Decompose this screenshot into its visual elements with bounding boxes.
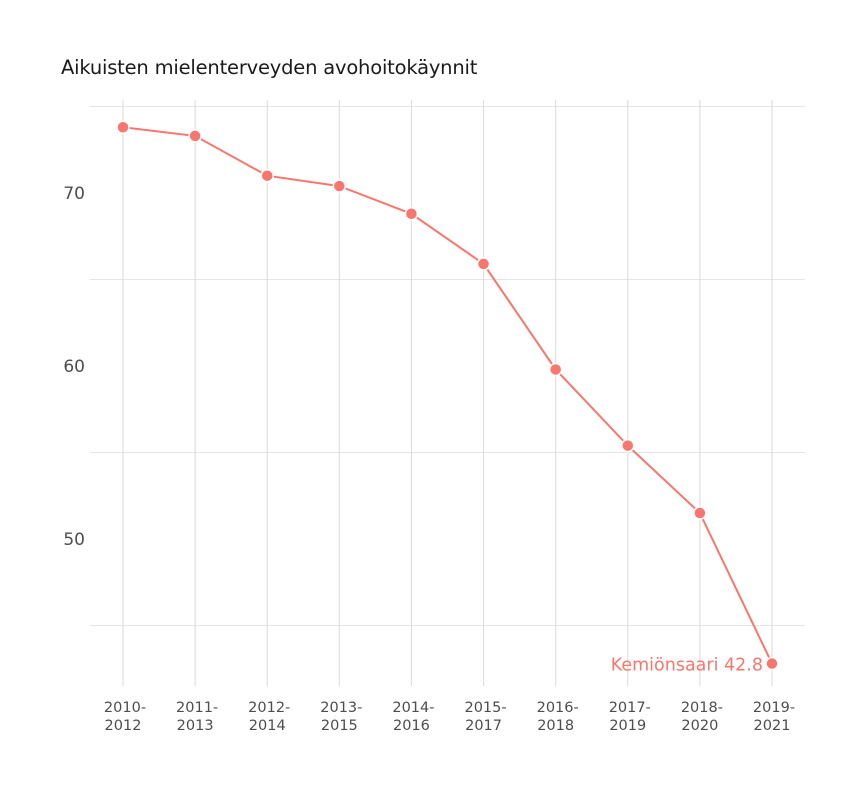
data-point[interactable] [765, 656, 779, 671]
data-point[interactable] [621, 438, 635, 453]
x-tick-label: 2013-2015 [320, 700, 362, 734]
data-point[interactable] [188, 129, 202, 143]
gridlines-minor [90, 106, 805, 626]
end-label: Kemiönsaari 42.8 [611, 656, 763, 676]
data-point[interactable] [476, 257, 491, 271]
series-kemionsaari [116, 120, 779, 671]
y-axis-ticks: 50 60 70 [63, 184, 85, 550]
chart-title: Aikuisten mielenterveyden avohoitokäynni… [61, 56, 478, 79]
y-tick-label: 70 [63, 184, 85, 204]
x-tick-label: 2012-2014 [248, 700, 290, 734]
y-tick-label: 50 [63, 530, 85, 550]
x-tick-label: 2011-2013 [176, 700, 218, 734]
x-tick-label: 2017-2019 [609, 700, 651, 734]
gridlines-major [122, 100, 773, 686]
series-line [122, 126, 773, 664]
x-tick-label: 2016-2018 [537, 700, 579, 734]
x-tick-label: 2018-2020 [681, 700, 723, 734]
x-tick-label: 2015-2017 [464, 700, 506, 734]
data-point[interactable] [116, 120, 130, 135]
data-point[interactable] [404, 207, 419, 221]
x-tick-label: 2010-2012 [104, 700, 146, 734]
data-point[interactable] [260, 168, 274, 183]
x-tick-label: 2019-2021 [753, 700, 795, 734]
data-point[interactable] [693, 506, 707, 520]
x-tick-label: 2014-2016 [392, 700, 434, 734]
x-axis-ticks: 2010-2012 2011-2013 2012-2014 2013-2015 2014… [104, 700, 795, 734]
y-tick-label: 60 [63, 357, 85, 377]
data-point[interactable] [548, 362, 563, 377]
data-point[interactable] [332, 179, 347, 193]
